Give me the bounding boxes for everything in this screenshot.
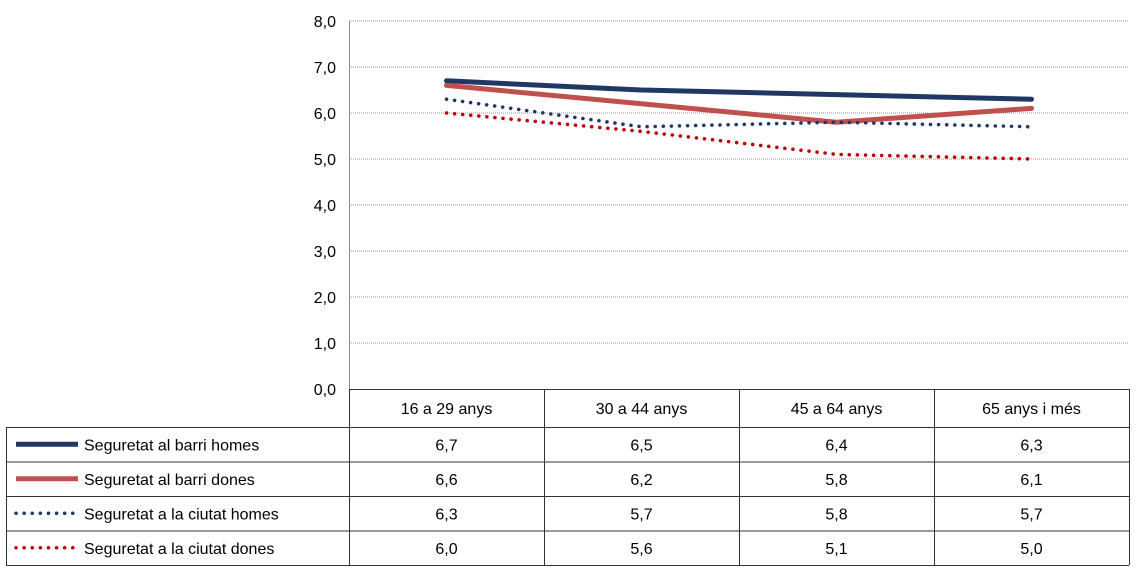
- y-axis: 0,0 1,0 2,0 3,0 4,0 5,0 6,0 7,0 8,0: [314, 14, 350, 399]
- y-tick-label: 6,0: [314, 106, 336, 123]
- data-label: 6,4: [825, 437, 847, 454]
- data-table: 16 a 29 anys 30 a 44 anys 45 a 64 anys 65 a…: [6, 389, 1130, 566]
- series-lines: [444, 78, 1034, 161]
- y-tick-label: 5,0: [314, 152, 336, 169]
- data-label: 6,5: [630, 437, 652, 454]
- series-line-4: [444, 111, 1034, 161]
- series-line-1: [444, 78, 1034, 102]
- y-tick-label: 2,0: [314, 290, 336, 307]
- data-label: 5,7: [1020, 506, 1042, 523]
- data-label: 5,1: [825, 541, 847, 558]
- data-label: 5,7: [630, 506, 652, 523]
- category-label: 45 a 64 anys: [791, 401, 883, 418]
- data-label: 5,8: [825, 506, 847, 523]
- y-tick-label: 0,0: [314, 382, 336, 399]
- data-label: 6,3: [435, 506, 457, 523]
- y-tick-label: 8,0: [314, 14, 336, 31]
- data-label: 5,8: [825, 472, 847, 489]
- y-tick-label: 3,0: [314, 244, 336, 261]
- legend-label-4: Seguretat a la ciutat dones: [84, 541, 274, 558]
- category-label: 16 a 29 anys: [401, 401, 493, 418]
- data-label: 6,7: [435, 437, 457, 454]
- series-line-2: [444, 82, 1034, 125]
- y-tick-label: 4,0: [314, 198, 336, 215]
- y-tick-label: 1,0: [314, 336, 336, 353]
- data-label: 5,0: [1020, 541, 1042, 558]
- data-label: 6,2: [630, 472, 652, 489]
- data-label: 6,0: [435, 541, 457, 558]
- data-label: 6,1: [1020, 472, 1042, 489]
- series-line-3: [444, 97, 1034, 129]
- data-label: 6,6: [435, 472, 457, 489]
- category-label: 65 anys i més: [982, 401, 1081, 418]
- data-label: 6,3: [1020, 437, 1042, 454]
- legend-label-2: Seguretat al barri dones: [84, 472, 255, 489]
- legend-label-1: Seguretat al barri homes: [84, 437, 259, 454]
- legend-label-3: Seguretat a la ciutat homes: [84, 506, 279, 523]
- y-tick-label: 7,0: [314, 60, 336, 77]
- data-label: 5,6: [630, 541, 652, 558]
- gridlines: [349, 20, 1129, 344]
- category-label: 30 a 44 anys: [596, 401, 688, 418]
